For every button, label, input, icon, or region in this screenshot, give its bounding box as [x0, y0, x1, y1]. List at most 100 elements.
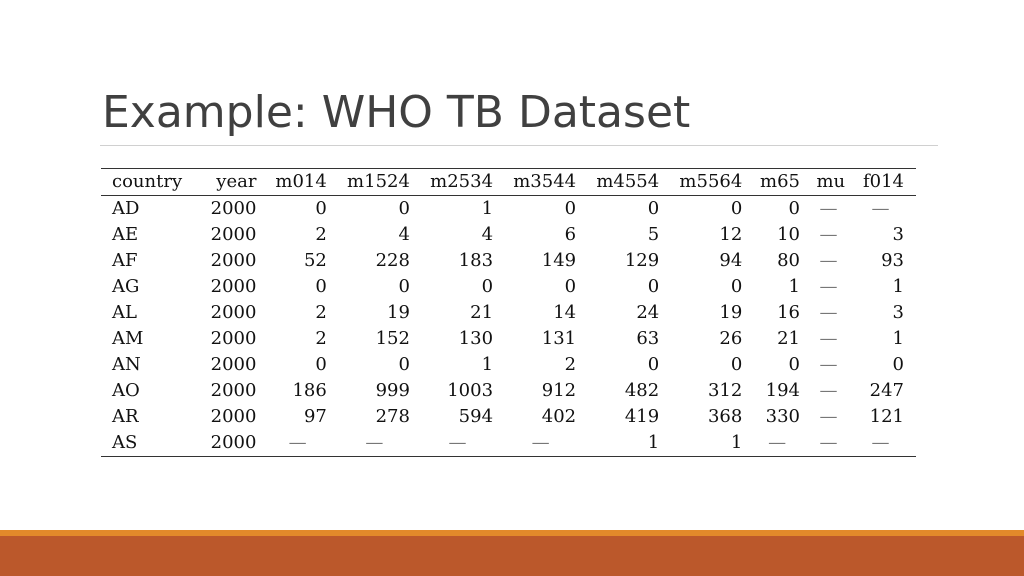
table-cell: 1 [892, 276, 904, 297]
table-cell: 0 [398, 276, 410, 297]
country-cell: AS [112, 432, 138, 453]
table-cell: 368 [707, 406, 743, 427]
country-cell: AF [112, 250, 138, 271]
table-body: AD 2000 0 0 1 0 0 0 0— — AE 2000 2 4 4 6 5 12 10—3 AF 2000 52… [101, 196, 916, 457]
table-cell: 0 [647, 276, 660, 297]
country-cell: AG [112, 276, 140, 297]
table-cell: 19 [719, 302, 743, 323]
table-cell: 1 [730, 432, 743, 453]
table-cell: — [819, 198, 838, 219]
table-cell: 12 [719, 224, 743, 245]
table-cell: 10 [777, 224, 800, 245]
table-cell: — [819, 380, 838, 401]
column-header: m1524 [347, 171, 410, 192]
table-cell: 247 [869, 380, 904, 401]
column-header: m2534 [430, 171, 494, 192]
table-row: AS 2000 — — — — 1 1 — — — [101, 430, 916, 457]
table-cell: 1003 [447, 380, 494, 401]
table-cell: 1 [481, 198, 494, 219]
table-cell: — [365, 432, 384, 453]
table-cell: 6 [564, 224, 577, 245]
table-cell: 0 [398, 354, 410, 375]
table-cell: 152 [375, 328, 410, 349]
table-cell: — [819, 406, 838, 427]
tb-data-table: country year m014 m1524 m2534 m3544 m455… [101, 168, 916, 457]
table-cell: 2000 [210, 224, 257, 245]
table-cell: 2000 [210, 406, 257, 427]
table-row: AO 2000 186 999 1003 912 482 312 194 — 247 [101, 378, 916, 404]
table-cell: 2 [564, 354, 577, 375]
tb-table-container: country year m014 m1524 m2534 m3544 m455… [101, 168, 916, 457]
table-cell: — [871, 432, 890, 453]
table-cell: 21 [470, 302, 494, 323]
table-cell: — [819, 302, 838, 323]
table-cell: 0 [481, 276, 494, 297]
table-cell: 2000 [210, 354, 257, 375]
table-cell: 21 [777, 328, 800, 349]
table-cell: 0 [788, 354, 800, 375]
table-cell: — [288, 432, 307, 453]
table-cell: 0 [564, 198, 577, 219]
table-cell: 97 [303, 406, 327, 427]
table-row: AG 2000 0 0 0 0 0 0 1 — 1 [101, 274, 916, 300]
table-row: AM 2000 2 152 130 131 63 26 21 — 1 [101, 326, 916, 352]
table-cell: 149 [541, 250, 577, 271]
table-row: AF 2000 52 228 183 149 129 94 80 — 93 [101, 248, 916, 274]
table-cell: 2000 [210, 328, 257, 349]
table-cell: 4 [398, 224, 410, 245]
table-cell: 2000 [210, 432, 257, 453]
column-header: mu [816, 171, 846, 192]
table-cell: 19 [387, 302, 410, 323]
country-cell: AO [112, 380, 140, 401]
table-cell: 912 [541, 380, 577, 401]
column-header: m65 [760, 171, 800, 192]
table-cell: 419 [624, 406, 660, 427]
table-cell: 402 [541, 406, 577, 427]
table-cell: 2 [315, 224, 327, 245]
table-row: AN 2000 0 0 1 2 0 0 0—0 [101, 352, 916, 378]
column-header: f014 [862, 171, 904, 192]
table-cell: 93 [881, 250, 904, 271]
table-cell: 0 [647, 354, 660, 375]
table-cell: 129 [624, 250, 660, 271]
table-cell: 2 [315, 302, 327, 323]
table-cell: 183 [458, 250, 494, 271]
footer-accent-strip [0, 530, 1024, 536]
table-cell: — [819, 432, 838, 453]
column-header: m5564 [679, 171, 743, 192]
table-cell: 3 [892, 224, 904, 245]
table-cell: 2 [315, 328, 327, 349]
table-cell: 194 [765, 380, 800, 401]
table-cell: 0 [788, 198, 800, 219]
slide-title: Example: WHO TB Dataset [102, 87, 691, 138]
table-cell: 0 [564, 276, 577, 297]
table-cell: 312 [707, 380, 743, 401]
table-cell: 3 [892, 302, 904, 323]
table-cell: 0 [647, 198, 660, 219]
table-cell: 1 [481, 354, 494, 375]
table-cell: 0 [892, 354, 904, 375]
table-cell: 330 [765, 406, 800, 427]
table-cell: 121 [869, 406, 904, 427]
table-cell: 94 [719, 250, 743, 271]
country-cell: AR [112, 406, 139, 427]
table-cell: — [819, 250, 838, 271]
table-row: AR 2000 97 278 594 402 419 368 330 — 121 [101, 404, 916, 430]
table-cell: — [819, 328, 838, 349]
table-cell: — [819, 354, 838, 375]
table-cell: — [819, 276, 838, 297]
table-cell: 1 [788, 276, 800, 297]
table-cell: 2000 [210, 276, 257, 297]
table-cell: 228 [375, 250, 410, 271]
table-cell: 2000 [210, 250, 257, 271]
table-row: AE 2000 2 4 4 6 5 12 10 — 3 [101, 222, 916, 248]
table-cell: 63 [636, 328, 660, 349]
column-header: country [112, 171, 183, 192]
table-row: AL 2000 2 19 21 14 24 19 16 — 3 [101, 300, 916, 326]
table-cell: 0 [730, 276, 743, 297]
table-cell: 52 [303, 250, 327, 271]
country-cell: AM [112, 328, 144, 349]
table-cell: 4 [481, 224, 494, 245]
table-cell: 1 [647, 432, 660, 453]
table-cell: 0 [730, 198, 743, 219]
